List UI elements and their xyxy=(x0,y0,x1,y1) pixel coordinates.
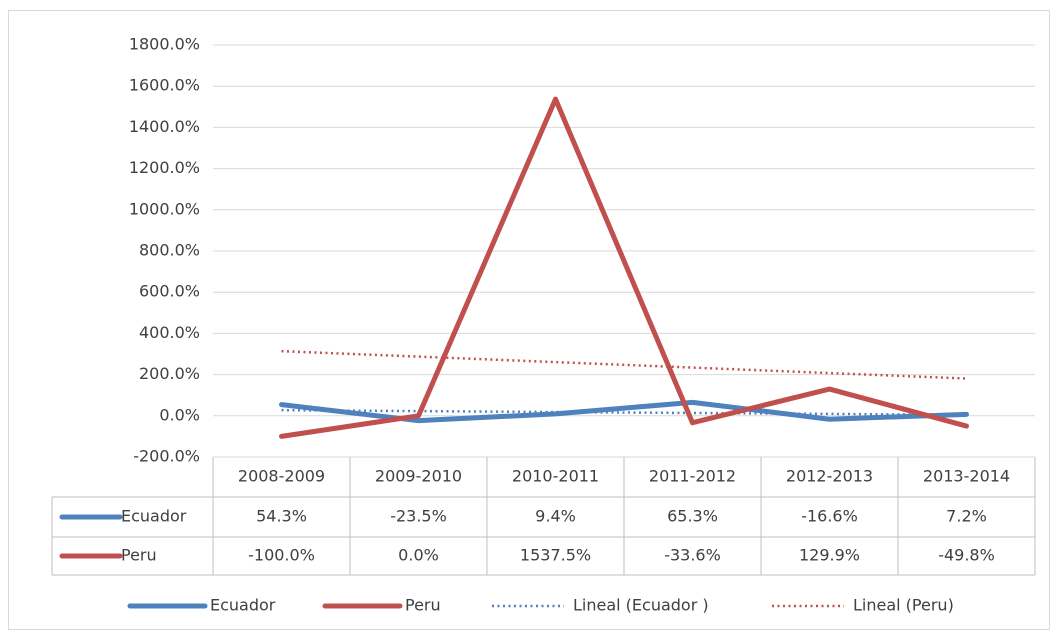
chart-border xyxy=(8,10,1050,630)
table-cell: -16.6% xyxy=(801,507,858,526)
y-tick-label: 1200.0% xyxy=(129,158,200,177)
x-tick-label: 2012-2013 xyxy=(786,467,873,486)
table-cell: -23.5% xyxy=(390,507,447,526)
series-line xyxy=(279,96,969,439)
y-tick-label: 800.0% xyxy=(139,241,200,260)
table-cell: 1537.5% xyxy=(520,546,591,565)
table-cell: -100.0% xyxy=(248,546,315,565)
x-tick-label: 2013-2014 xyxy=(923,467,1010,486)
x-tick-label: 2010-2011 xyxy=(512,467,599,486)
table-row-label: Ecuador xyxy=(121,507,187,526)
trendline xyxy=(281,408,967,417)
x-tick-label: 2008-2009 xyxy=(238,467,325,486)
table-cell: 9.4% xyxy=(535,507,576,526)
table-cell: -49.8% xyxy=(938,546,995,565)
y-tick-label: 1000.0% xyxy=(129,199,200,218)
x-tick-label: 2011-2012 xyxy=(649,467,736,486)
y-tick-label: 0.0% xyxy=(159,405,200,424)
table-cell: 65.3% xyxy=(667,507,718,526)
y-tick-label: 1800.0% xyxy=(129,35,200,54)
y-tick-label: 1400.0% xyxy=(129,117,200,136)
y-tick-label: 400.0% xyxy=(139,323,200,342)
legend-label: Peru xyxy=(405,596,441,615)
table-row-label: Peru xyxy=(121,546,157,565)
y-tick-label: 1600.0% xyxy=(129,76,200,95)
table-cell: 7.2% xyxy=(946,507,987,526)
trendline xyxy=(281,349,967,380)
table-cell: -33.6% xyxy=(664,546,721,565)
x-tick-label: 2009-2010 xyxy=(375,467,462,486)
table-cell: 0.0% xyxy=(398,546,439,565)
legend-label: Lineal (Ecuador ) xyxy=(573,596,709,615)
y-tick-label: 200.0% xyxy=(139,364,200,383)
legend-label: Ecuador xyxy=(210,596,276,615)
table-cell: 54.3% xyxy=(256,507,307,526)
y-tick-label: -200.0% xyxy=(133,447,200,466)
legend-label: Lineal (Peru) xyxy=(853,596,954,615)
y-tick-label: 600.0% xyxy=(139,282,200,301)
table-cell: 129.9% xyxy=(799,546,860,565)
